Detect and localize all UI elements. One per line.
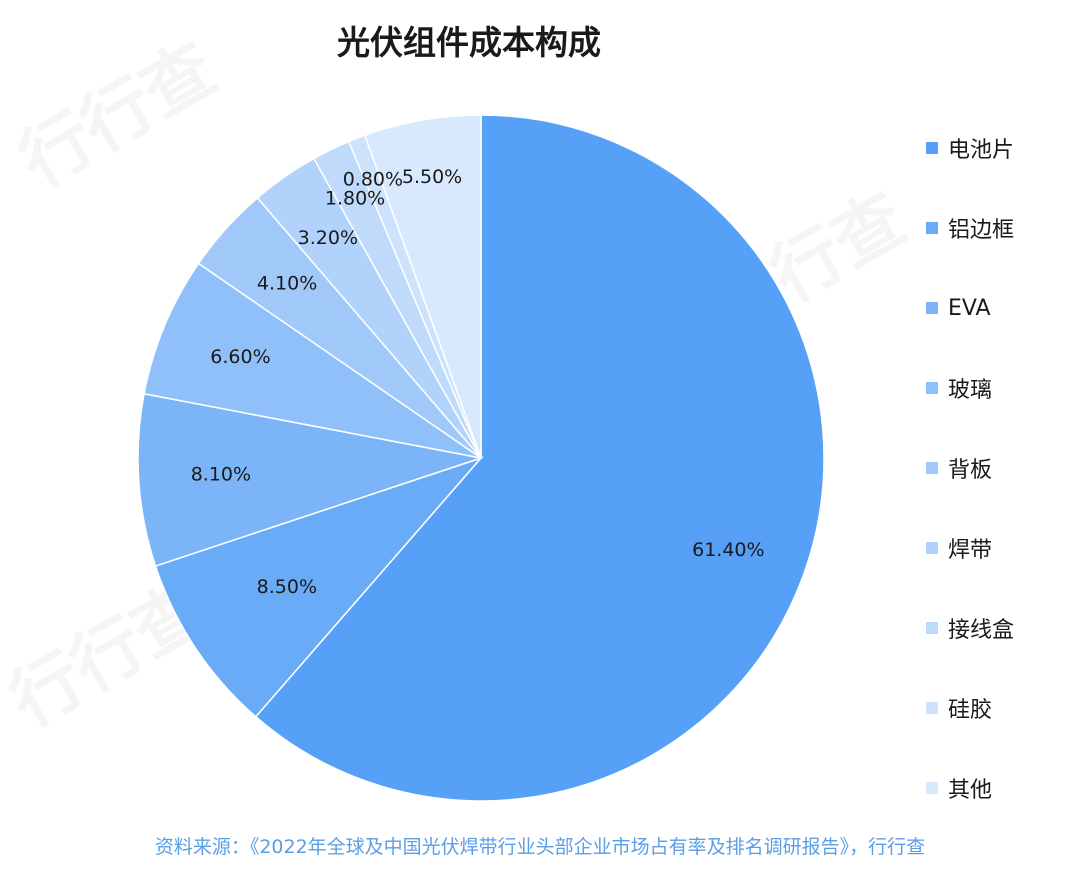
data-label-1: 61.40%	[692, 539, 764, 561]
pie-slice-4	[143, 262, 482, 459]
chart-title: 光伏组件成本构成	[337, 23, 601, 62]
data-label-2: 8.50%	[257, 576, 317, 598]
legend-swatch	[926, 222, 938, 234]
legend-item: 硅胶	[926, 688, 992, 728]
pie-slice-3	[137, 392, 484, 567]
pie-slice-2	[154, 456, 484, 718]
data-label-3: 8.10%	[191, 464, 251, 486]
pie-slice-9	[363, 114, 482, 459]
legend-item: 玻璃	[926, 368, 992, 408]
source-note: 资料来源：《2022年全球及中国光伏焊带行业头部企业市场占有率及排名调研报告》，…	[154, 836, 926, 858]
data-label-9: 5.50%	[402, 166, 462, 188]
legend-label: 玻璃	[948, 378, 993, 403]
legend-item: EVA	[926, 288, 991, 328]
legend-label: 接线盒	[948, 618, 1015, 643]
legend-item: 背板	[926, 448, 992, 488]
legend-item: 电池片	[926, 128, 1014, 168]
data-label-7: 1.80%	[325, 187, 385, 209]
legend-item: 铝边框	[926, 208, 1014, 248]
data-label-5: 4.10%	[257, 272, 317, 294]
legend-swatch	[926, 622, 938, 634]
legend-label: 焊带	[948, 538, 993, 563]
legend-swatch	[926, 302, 938, 314]
pie-slice-1	[254, 114, 825, 802]
legend-swatch	[926, 542, 938, 554]
legend-item: 焊带	[926, 528, 992, 568]
legend-label: 硅胶	[948, 698, 993, 723]
legend-swatch	[926, 782, 938, 794]
data-label-6: 3.20%	[298, 227, 358, 249]
legend-swatch	[926, 382, 938, 394]
data-label-4: 6.60%	[210, 346, 270, 368]
legend-label: 铝边框	[948, 218, 1015, 243]
legend-swatch	[926, 702, 938, 714]
legend-swatch	[926, 142, 938, 154]
legend-label: 背板	[948, 458, 993, 483]
legend-item: 接线盒	[926, 608, 1014, 648]
legend-item: 其他	[926, 768, 992, 808]
legend-label: EVA	[948, 295, 991, 321]
legend-label: 其他	[948, 778, 993, 803]
data-label-8: 0.80%	[343, 168, 403, 190]
legend-label: 电池片	[948, 138, 1015, 163]
legend-swatch	[926, 462, 938, 474]
